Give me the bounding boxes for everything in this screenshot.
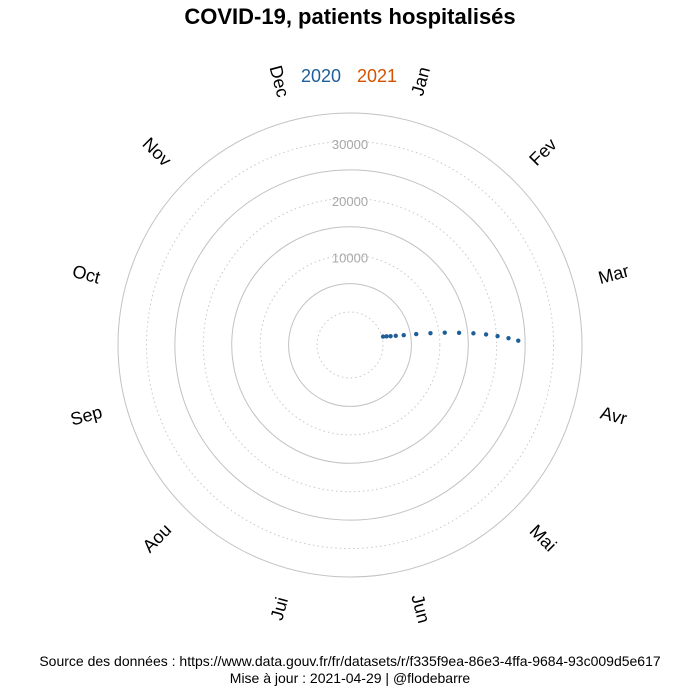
grid-circle xyxy=(202,197,498,493)
grid-circle xyxy=(174,169,526,521)
legend: 2020 2021 xyxy=(301,66,397,86)
radial-tick-labels: 10000 20000 30000 xyxy=(332,137,368,266)
grid-circle xyxy=(288,283,412,407)
month-label-jan: Jan xyxy=(407,65,434,98)
polar-grid xyxy=(117,112,583,578)
grid-circle xyxy=(145,140,555,550)
data-point xyxy=(414,331,419,337)
month-label-oct: Oct xyxy=(70,261,102,288)
month-label-avr: Avr xyxy=(598,403,629,429)
data-points xyxy=(380,330,521,343)
grid-circle xyxy=(316,311,384,379)
month-label-fev: Fev xyxy=(525,134,560,169)
chart-title: COVID-19, patients hospitalisés xyxy=(184,4,515,29)
radial-tick-label: 10000 xyxy=(332,251,368,266)
data-point xyxy=(471,331,476,336)
data-point xyxy=(393,333,398,339)
data-point xyxy=(442,330,447,335)
data-point xyxy=(495,333,500,339)
data-point xyxy=(516,338,521,343)
data-point xyxy=(401,333,406,338)
legend-entry-2020: 2020 xyxy=(301,66,341,86)
month-label-sep: Sep xyxy=(68,402,104,430)
grid-circle xyxy=(231,226,469,464)
data-point xyxy=(506,335,511,341)
update-caption: Mise à jour : 2021-04-29 | @flodebarre xyxy=(229,670,471,686)
month-label-dec: Dec xyxy=(266,63,294,99)
grid-circle xyxy=(117,112,583,578)
data-point xyxy=(456,330,462,335)
data-point xyxy=(428,330,433,336)
data-point xyxy=(388,333,393,339)
month-label-jun: Jun xyxy=(407,592,434,625)
data-point xyxy=(384,334,389,339)
data-point xyxy=(380,334,386,339)
month-label-mai: Mai xyxy=(526,521,561,556)
radial-tick-label: 20000 xyxy=(332,194,368,209)
month-label-aou: Aou xyxy=(139,520,176,557)
legend-entry-2021: 2021 xyxy=(357,66,397,86)
radial-tick-label: 30000 xyxy=(332,137,368,152)
month-label-nov: Nov xyxy=(139,134,176,171)
month-label-mar: Mar xyxy=(596,261,631,288)
month-label-jui: Jui xyxy=(267,595,292,622)
source-caption: Source des données : https://www.data.go… xyxy=(39,653,661,669)
grid-circle xyxy=(259,254,441,436)
data-point xyxy=(483,332,489,337)
